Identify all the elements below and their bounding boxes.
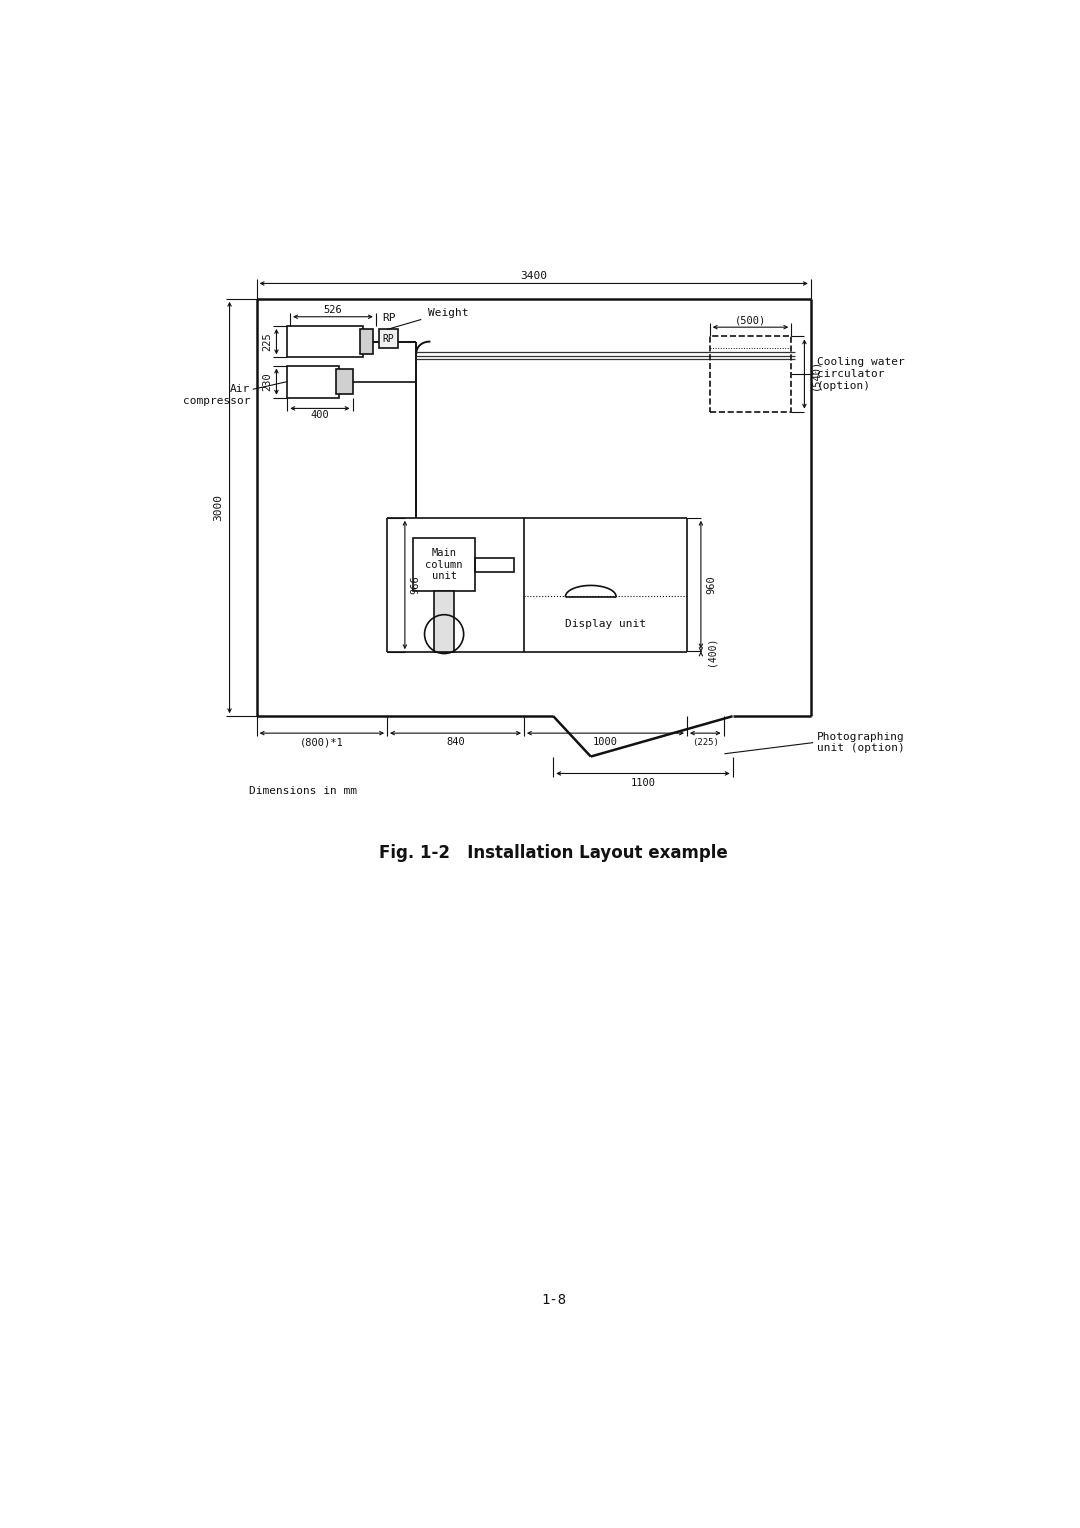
Bar — [475, 558, 514, 571]
Text: Dimensions in mm: Dimensions in mm — [248, 787, 356, 796]
Text: (540): (540) — [810, 359, 821, 390]
Text: (800)*1: (800)*1 — [300, 738, 343, 747]
Text: 400: 400 — [311, 411, 329, 420]
Text: 3000: 3000 — [213, 494, 222, 521]
Text: 526: 526 — [324, 304, 342, 315]
Text: RP: RP — [382, 333, 394, 344]
Bar — [710, 336, 792, 411]
Text: (225): (225) — [692, 738, 718, 747]
Bar — [287, 365, 339, 397]
Text: Air
compressor: Air compressor — [183, 384, 251, 405]
Bar — [287, 325, 363, 358]
Text: Photographing
unit (option): Photographing unit (option) — [816, 732, 905, 753]
Text: Weight: Weight — [428, 309, 469, 318]
Bar — [414, 538, 475, 591]
Text: 960: 960 — [706, 575, 717, 594]
Text: 230: 230 — [262, 373, 272, 391]
Text: Display unit: Display unit — [565, 619, 646, 630]
Text: 1-8: 1-8 — [541, 1293, 566, 1306]
Bar — [336, 370, 352, 394]
Text: 1000: 1000 — [593, 738, 618, 747]
Text: (400): (400) — [706, 637, 717, 666]
Bar — [379, 330, 399, 347]
Text: Main
column
unit: Main column unit — [426, 549, 463, 581]
Text: 840: 840 — [446, 738, 464, 747]
Text: 3400: 3400 — [521, 270, 548, 281]
Bar — [434, 591, 454, 652]
Bar — [360, 330, 373, 354]
Text: 966: 966 — [410, 576, 420, 594]
Text: 225: 225 — [262, 332, 272, 351]
Text: 1100: 1100 — [631, 778, 656, 788]
Text: RP: RP — [382, 313, 395, 324]
Text: Cooling water
circulator
(option): Cooling water circulator (option) — [816, 358, 905, 391]
Text: (500): (500) — [734, 315, 766, 325]
Text: Fig. 1-2   Installation Layout example: Fig. 1-2 Installation Layout example — [379, 845, 728, 862]
